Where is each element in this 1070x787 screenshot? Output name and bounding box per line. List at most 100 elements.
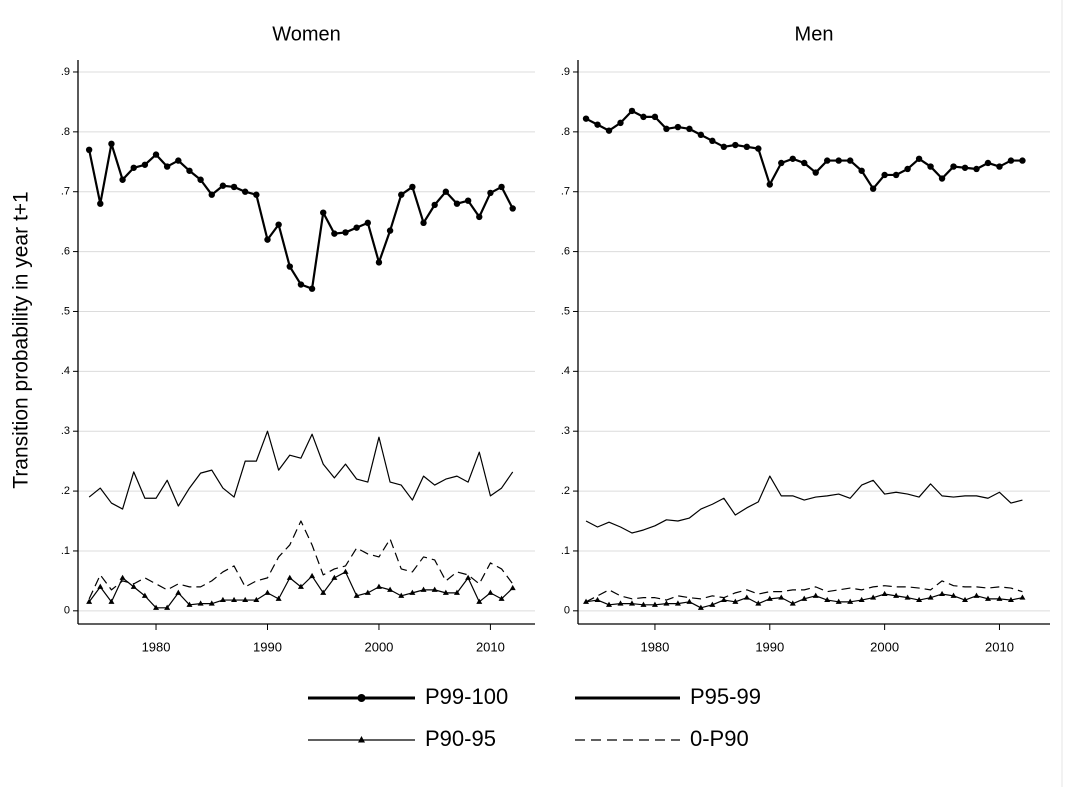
marker [892, 171, 900, 179]
marker [801, 595, 808, 601]
y-tick-label: .8 [561, 126, 570, 138]
y-tick-label: .7 [561, 186, 570, 198]
y-tick-label: .6 [561, 245, 570, 257]
marker [297, 281, 305, 288]
marker [353, 224, 360, 231]
marker [230, 183, 238, 191]
marker [97, 200, 104, 207]
marker [375, 259, 383, 266]
marker [835, 157, 842, 164]
marker [766, 595, 773, 601]
y-tick-label: .1 [61, 545, 70, 557]
marker [331, 574, 338, 580]
marker [1007, 157, 1015, 164]
marker [364, 219, 372, 227]
marker [697, 604, 704, 610]
marker [789, 600, 796, 606]
marker [465, 574, 472, 580]
legend-marker [358, 736, 365, 743]
marker [453, 200, 461, 207]
marker [331, 230, 338, 237]
marker [640, 113, 647, 121]
marker [509, 584, 516, 591]
marker [498, 183, 505, 191]
y-tick-label: .2 [561, 485, 570, 497]
marker [766, 181, 773, 188]
marker [927, 594, 934, 600]
marker [108, 598, 115, 604]
marker [789, 155, 796, 162]
marker [476, 213, 483, 221]
marker [962, 596, 969, 603]
marker [927, 163, 934, 170]
marker [984, 595, 991, 601]
marker [141, 592, 148, 598]
marker [605, 127, 613, 134]
marker [847, 598, 854, 604]
marker [353, 592, 360, 598]
marker [686, 125, 693, 133]
marker [594, 121, 601, 128]
y-axis-label: Transition probability in year t+1 [10, 191, 33, 488]
x-tick-label: 1980 [640, 639, 669, 654]
marker [386, 227, 394, 234]
marker [286, 574, 293, 580]
marker [939, 590, 946, 597]
marker [320, 589, 327, 595]
y-tick-label: .1 [561, 545, 570, 557]
marker [398, 592, 405, 598]
marker [996, 163, 1003, 170]
marker [242, 596, 249, 603]
marker [153, 604, 160, 610]
marker [858, 596, 865, 603]
marker [175, 157, 182, 164]
marker [85, 146, 93, 154]
marker [835, 598, 842, 604]
y-tick-label: .4 [61, 365, 70, 377]
marker [732, 141, 739, 149]
marker [431, 201, 438, 209]
marker [231, 596, 238, 603]
marker [130, 164, 137, 171]
y-tick-label: .4 [561, 365, 570, 377]
marker [812, 592, 819, 598]
marker [628, 600, 635, 606]
marker [498, 595, 505, 601]
marker [409, 589, 416, 595]
y-tick-label: .3 [561, 425, 570, 437]
marker [108, 140, 115, 148]
marker [264, 236, 271, 243]
marker [208, 600, 215, 606]
marker [663, 125, 670, 133]
marker [801, 159, 808, 167]
legend-marker [357, 694, 366, 702]
marker [651, 601, 658, 607]
y-tick-label: .8 [61, 126, 70, 138]
marker [320, 209, 327, 216]
x-tick-label: 2000 [364, 639, 393, 654]
marker [487, 589, 494, 595]
marker [164, 604, 171, 610]
marker [617, 600, 624, 606]
marker [1007, 596, 1014, 603]
y-tick-label: .3 [61, 425, 70, 437]
marker [778, 159, 785, 167]
x-tick-label: 2000 [870, 639, 899, 654]
x-tick-label: 1980 [142, 639, 171, 654]
marker [186, 601, 193, 607]
y-tick-label: .2 [61, 485, 70, 497]
marker [858, 167, 865, 174]
y-tick-label: .9 [561, 66, 570, 78]
marker [398, 191, 405, 198]
marker [297, 583, 304, 589]
marker [594, 596, 601, 603]
marker [431, 586, 438, 592]
y-tick-label: .6 [61, 245, 70, 257]
marker [97, 583, 104, 589]
marker [141, 161, 149, 168]
marker [375, 583, 382, 589]
marker [286, 263, 293, 270]
marker [732, 598, 739, 604]
marker [824, 596, 831, 603]
series-line [88, 430, 514, 510]
